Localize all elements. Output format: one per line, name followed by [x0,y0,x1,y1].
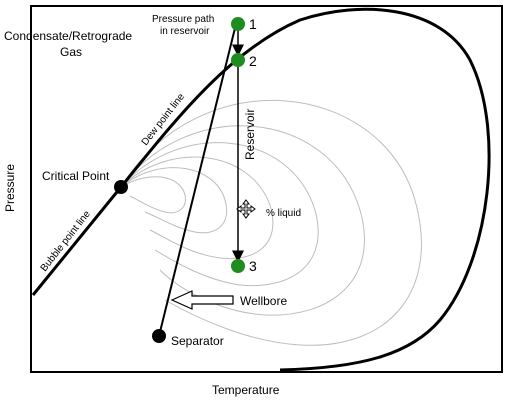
region-label: Condensate/Retrograde [4,29,132,43]
pressure-path-title-line2: in reservoir [160,26,210,37]
separator-label: Separator [171,334,224,348]
x-axis-label: Temperature [212,383,280,397]
point-3-label: 3 [249,258,257,274]
state-point-1 [231,17,245,31]
separator-marker [152,329,166,343]
percent-liquid-label: % liquid [266,208,301,219]
state-point-2 [231,53,245,67]
wellbore-line [158,23,237,337]
critical-point-label: Critical Point [42,169,110,183]
region-label-line2: Gas [60,45,82,59]
reservoir-label: Reservoir [243,109,257,160]
pressure-path-title: Pressure path [152,14,214,25]
point-2-label: 2 [249,53,257,69]
y-axis-label: Pressure [3,164,17,212]
plot-frame [30,5,503,373]
dew-point-line [119,7,491,372]
move-cursor-icon [236,199,256,219]
hollow-arrow-left-icon [170,290,234,310]
critical-point-marker [114,180,128,194]
point-1-label: 1 [249,16,257,32]
wellbore-label: Wellbore [240,294,287,308]
bubble-point-line [31,186,123,296]
bubble-point-line-label: Bubble point line [39,208,93,273]
state-point-3 [231,259,245,273]
